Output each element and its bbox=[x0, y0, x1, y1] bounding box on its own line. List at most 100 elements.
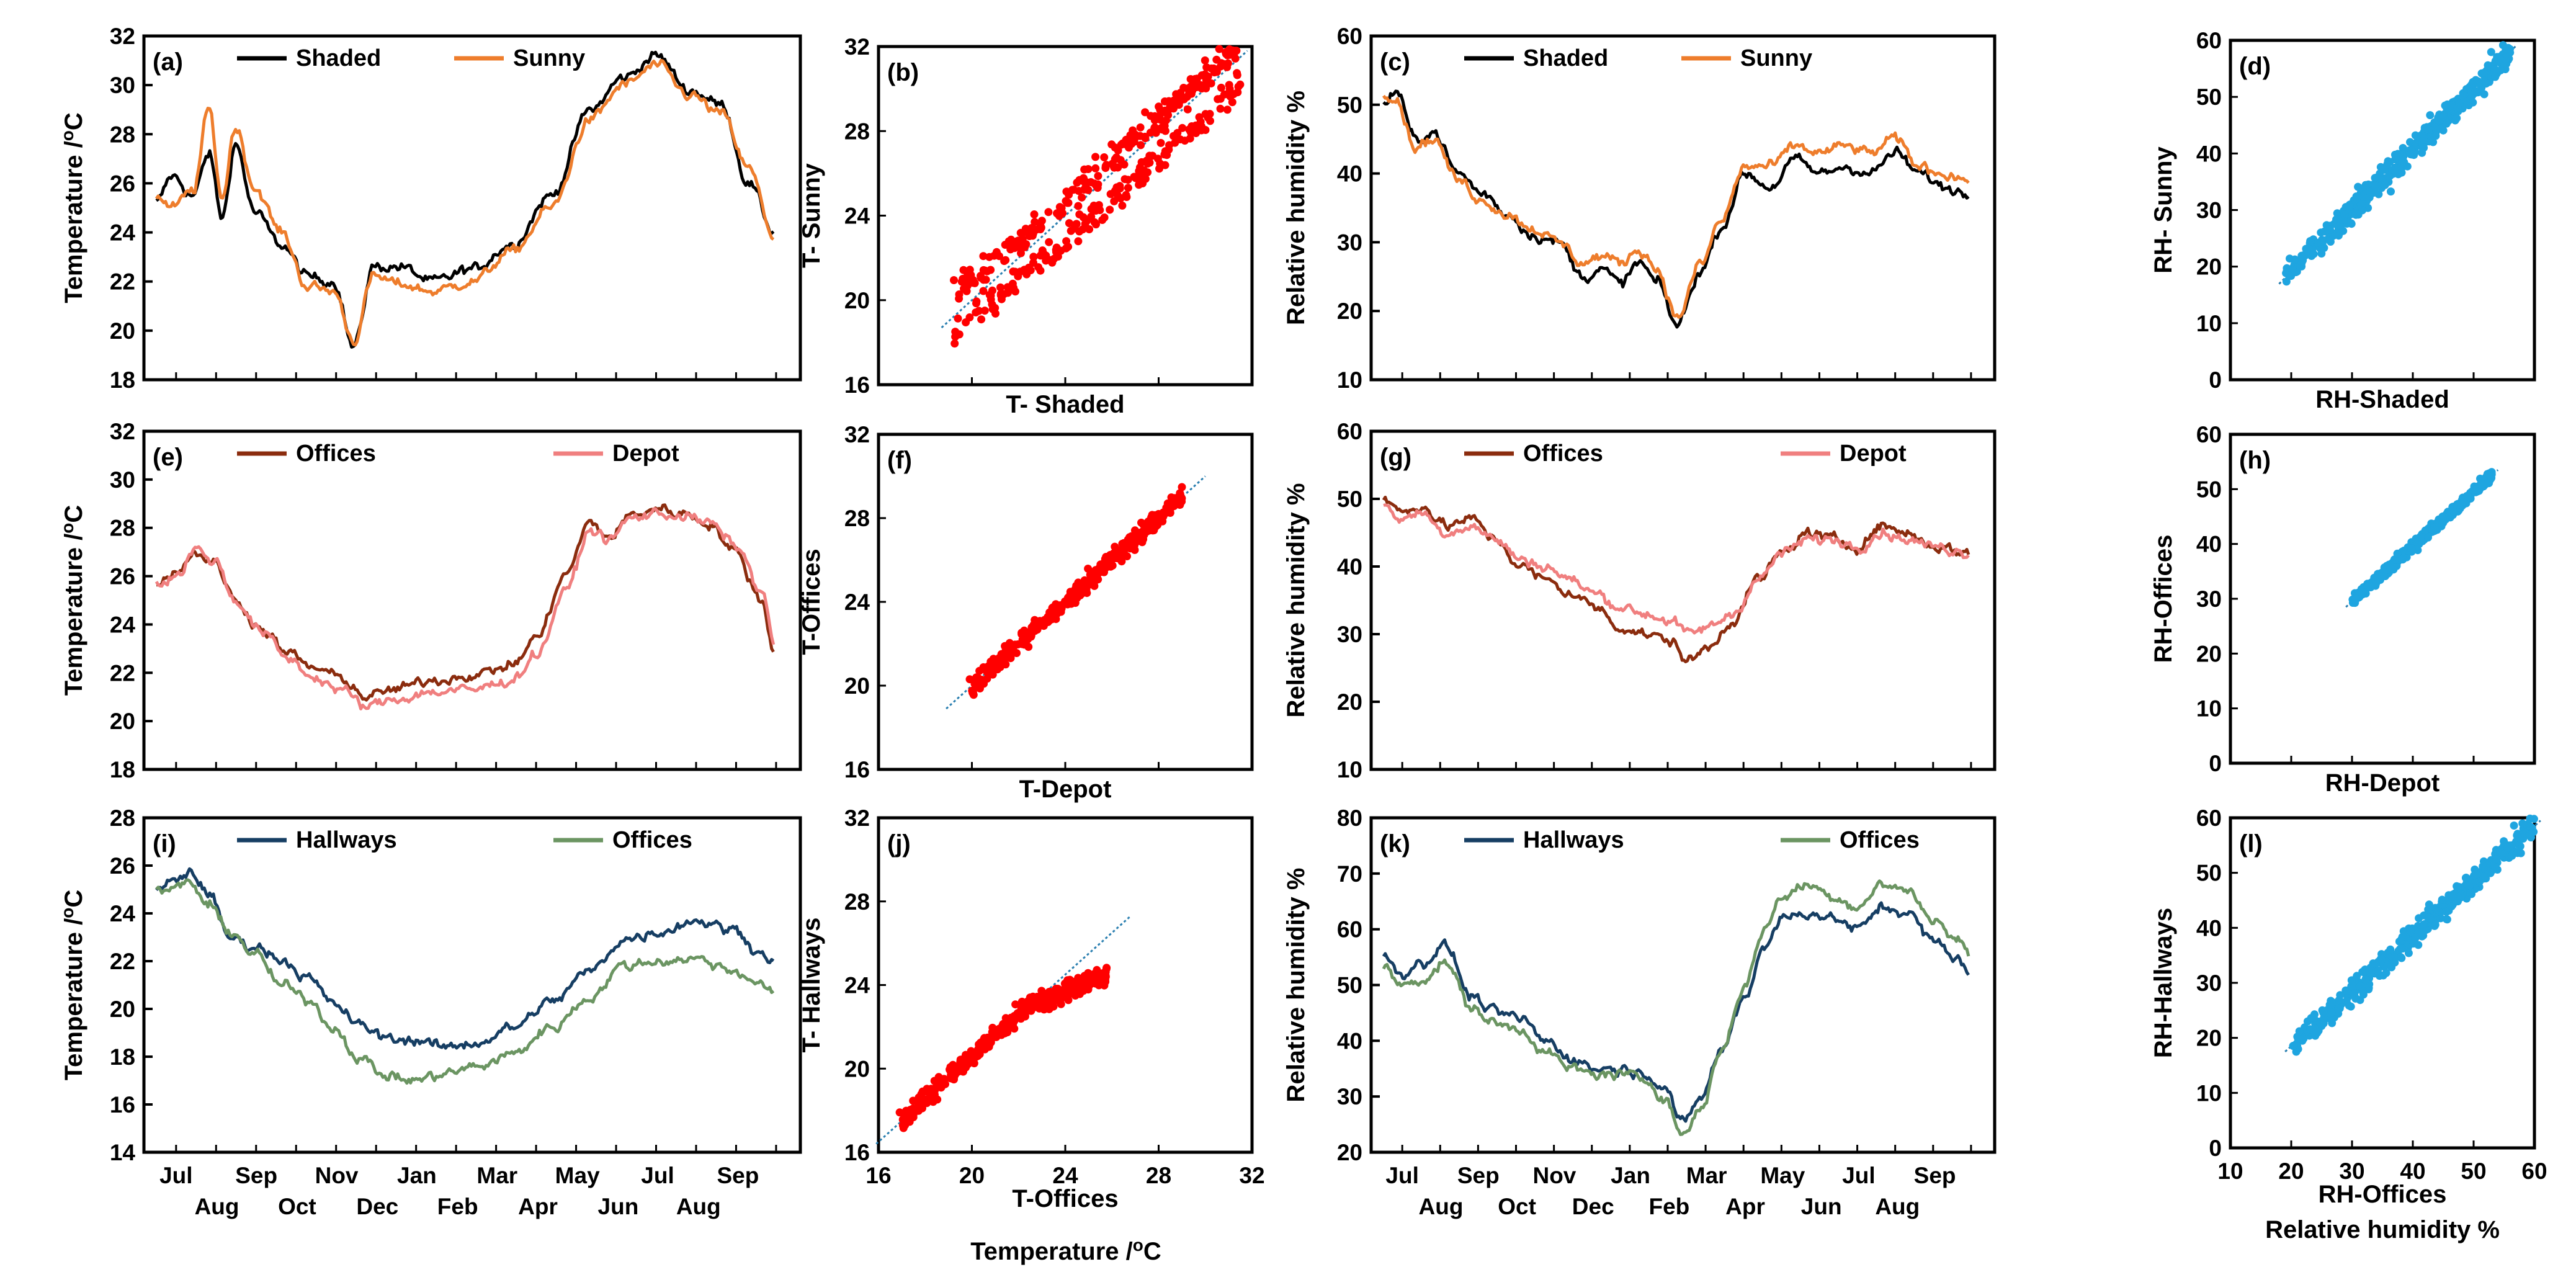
panel-label: (k) bbox=[1380, 830, 1410, 858]
data-point bbox=[1236, 80, 1245, 89]
data-point bbox=[1178, 123, 1187, 132]
data-point bbox=[1124, 176, 1132, 184]
x-axis-label: T-Offices bbox=[1012, 1185, 1118, 1212]
data-point bbox=[1138, 171, 1147, 179]
data-point bbox=[1091, 164, 1100, 172]
data-point bbox=[1152, 128, 1160, 137]
data-point bbox=[2526, 823, 2535, 831]
data-point bbox=[2490, 862, 2499, 871]
data-point bbox=[898, 1121, 907, 1130]
y-tick-label: 22 bbox=[110, 949, 135, 974]
data-point bbox=[2394, 170, 2403, 179]
data-point bbox=[2347, 219, 2356, 228]
data-point bbox=[2289, 1041, 2298, 1050]
panel-c: 10 20 30 40 50 60 (c) Shaded Sunny Relative humid… bbox=[1282, 24, 1997, 393]
data-point bbox=[1063, 976, 1072, 985]
data-point bbox=[2419, 920, 2428, 929]
data-point bbox=[1107, 140, 1116, 149]
month-label: Dec bbox=[356, 1194, 398, 1219]
x-tick-label: 28 bbox=[1146, 1163, 1171, 1188]
data-point bbox=[1080, 976, 1089, 985]
y-axis-label: Temperature /oC bbox=[58, 890, 87, 1081]
data-point bbox=[2471, 87, 2480, 96]
data-point bbox=[1075, 987, 1083, 995]
data-point bbox=[2519, 833, 2528, 841]
panel-label: (l) bbox=[2239, 830, 2263, 858]
data-point bbox=[1052, 243, 1061, 252]
y-tick-label: 24 bbox=[110, 220, 136, 246]
data-point bbox=[2487, 472, 2495, 481]
data-point bbox=[1156, 159, 1165, 168]
y-tick-label: 40 bbox=[2196, 532, 2222, 557]
y-tick-label: 60 bbox=[2196, 805, 2222, 831]
y-axis-label: T-Offices bbox=[798, 549, 825, 655]
data-point bbox=[2377, 956, 2386, 964]
y-axis-label: T- Sunny bbox=[798, 163, 825, 268]
data-point bbox=[2438, 895, 2446, 904]
data-point bbox=[2303, 1017, 2312, 1026]
data-point bbox=[2284, 271, 2293, 280]
plot-frame bbox=[2229, 38, 2536, 382]
y-tick-label: 20 bbox=[844, 673, 870, 699]
month-label: Jun bbox=[1801, 1194, 1842, 1219]
data-point bbox=[1110, 197, 1119, 205]
y-axis-label: T- Hallways bbox=[798, 918, 825, 1053]
legend-label-offices: Offices bbox=[612, 827, 692, 853]
y-axis-label: Relative humidity % bbox=[1282, 91, 1310, 325]
y-tick-label: 20 bbox=[110, 709, 135, 734]
data-point bbox=[1214, 95, 1222, 104]
data-point bbox=[1138, 179, 1147, 187]
data-point bbox=[1217, 83, 1225, 92]
y-tick-label: 24 bbox=[844, 204, 870, 229]
legend-label-sunny: Sunny bbox=[1740, 45, 1812, 71]
y-tick-label: 30 bbox=[110, 467, 135, 493]
data-point bbox=[1153, 516, 1161, 525]
data-point bbox=[1100, 213, 1109, 222]
month-label: Jul bbox=[1385, 1163, 1418, 1188]
data-point bbox=[903, 1110, 911, 1119]
data-point bbox=[1145, 151, 1154, 160]
data-point bbox=[1119, 547, 1127, 555]
data-point bbox=[2336, 991, 2345, 1000]
y-tick-label: 0 bbox=[2209, 1135, 2222, 1161]
data-point bbox=[1085, 225, 1094, 233]
x-tick-label: 32 bbox=[1239, 1163, 1264, 1188]
legend-label-shaded: Shaded bbox=[1523, 45, 1608, 71]
data-point bbox=[958, 1055, 967, 1064]
data-point bbox=[975, 307, 983, 315]
month-label: Apr bbox=[518, 1194, 558, 1219]
data-point bbox=[2453, 114, 2461, 122]
data-point bbox=[2454, 882, 2462, 891]
data-point bbox=[2364, 983, 2373, 992]
data-point bbox=[1093, 567, 1102, 576]
data-point bbox=[2497, 66, 2505, 74]
data-point bbox=[1169, 132, 1178, 140]
data-point bbox=[1209, 64, 1218, 73]
y-tick-label: 20 bbox=[110, 318, 135, 344]
panel-label: (h) bbox=[2239, 447, 2271, 474]
y-tick-label: 22 bbox=[110, 660, 135, 686]
month-label: Oct bbox=[1498, 1194, 1536, 1219]
data-point bbox=[2390, 163, 2399, 172]
data-point bbox=[909, 1110, 918, 1119]
y-tick-label: 28 bbox=[844, 889, 870, 915]
data-point bbox=[946, 1063, 955, 1072]
y-tick-label: 16 bbox=[844, 757, 870, 782]
data-point bbox=[975, 666, 984, 675]
data-point bbox=[926, 1092, 935, 1101]
data-point bbox=[2472, 870, 2481, 879]
data-point bbox=[2490, 65, 2499, 74]
data-point bbox=[1216, 104, 1225, 113]
data-point bbox=[1049, 1002, 1058, 1011]
data-point bbox=[2491, 73, 2500, 81]
data-point bbox=[1052, 600, 1060, 609]
data-point bbox=[1220, 60, 1228, 68]
y-tick-label: 60 bbox=[2196, 422, 2222, 447]
data-point bbox=[2352, 192, 2361, 201]
y-tick-label: 32 bbox=[110, 419, 135, 444]
data-point bbox=[2436, 914, 2445, 923]
data-point bbox=[2463, 491, 2472, 500]
data-point bbox=[1141, 108, 1150, 117]
data-point bbox=[1090, 179, 1099, 188]
